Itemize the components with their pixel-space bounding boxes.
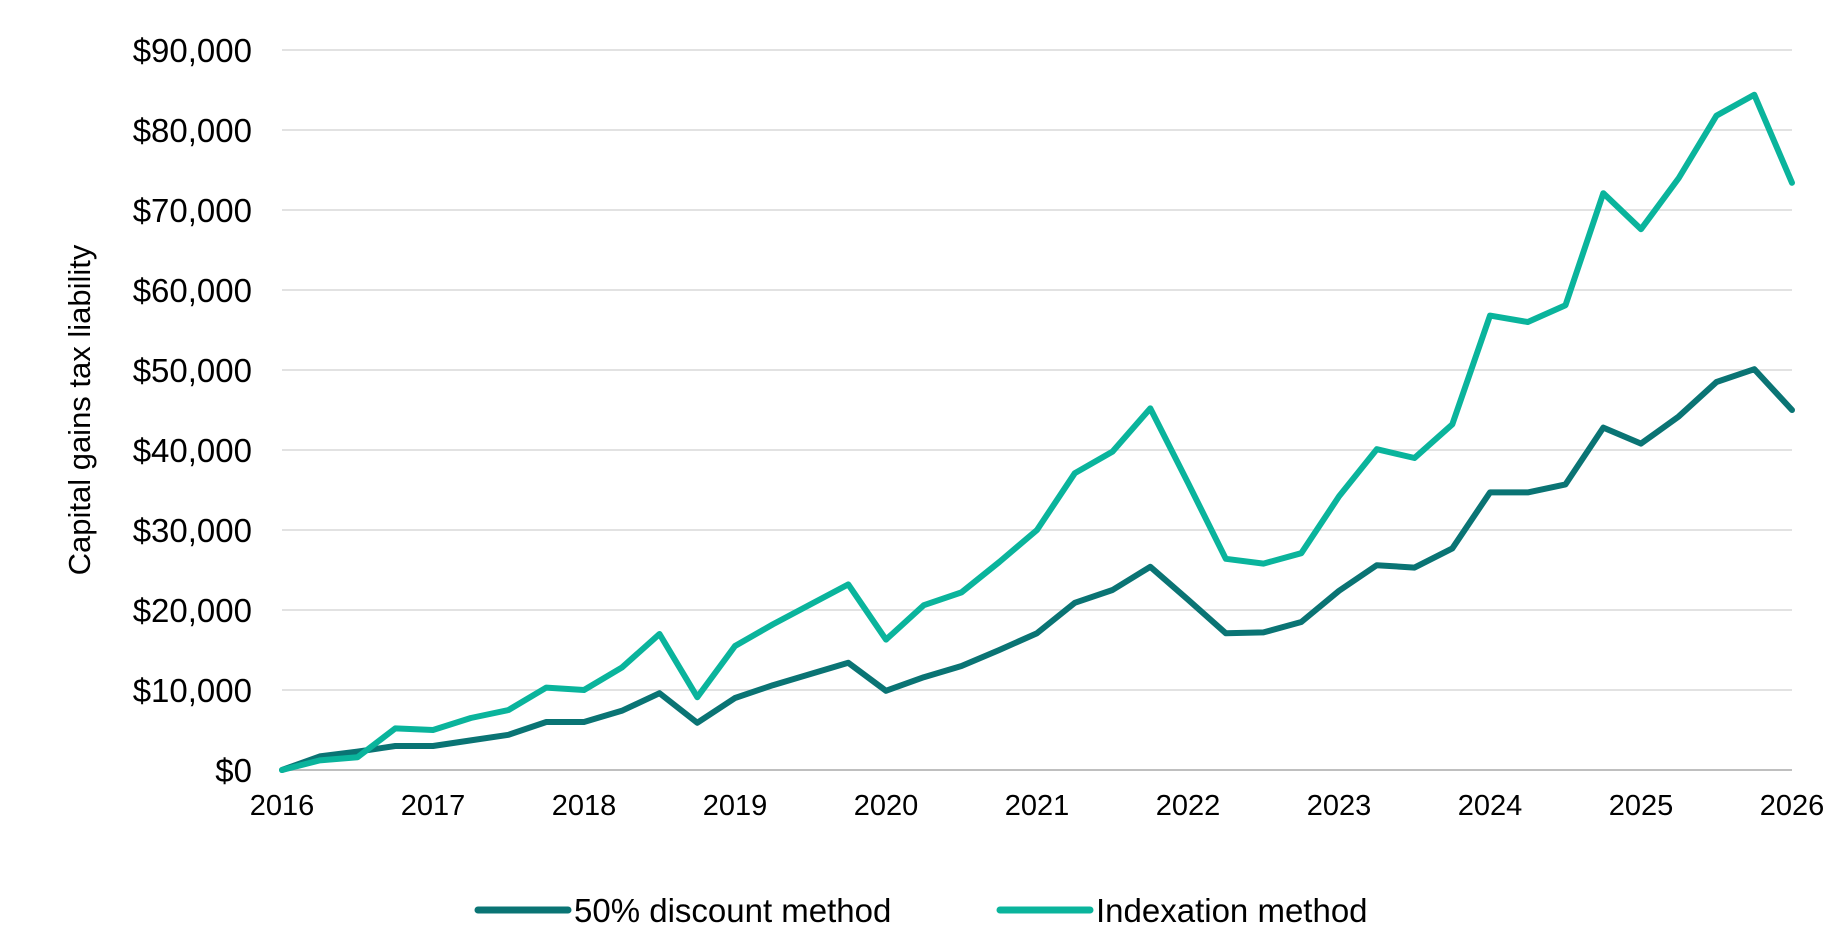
x-tick-label: 2023 (1307, 790, 1372, 822)
y-tick-label: $90,000 (133, 32, 252, 69)
x-tick-label: 2020 (854, 790, 919, 822)
series-lines (279, 91, 1795, 773)
y-tick-label: $30,000 (133, 512, 252, 549)
x-tick-label: 2017 (401, 790, 466, 822)
y-tick-label: $10,000 (133, 672, 252, 709)
legend: 50% discount method Indexation method (474, 892, 1368, 929)
x-tick-label: 2024 (1458, 790, 1523, 822)
x-tick-label: 2021 (1005, 790, 1070, 822)
y-tick-label: $40,000 (133, 432, 252, 469)
x-tick-label: 2022 (1156, 790, 1221, 822)
y-tick-label: $80,000 (133, 112, 252, 149)
x-axis-ticks: 2016 2017 2018 2019 2020 2021 2022 2023 2024 2025… (250, 790, 1825, 822)
y-axis-label: Capital gains tax liability (62, 244, 97, 575)
x-tick-label: 2025 (1609, 790, 1674, 822)
series-line-indexation-method (279, 91, 1795, 773)
grid-lines (282, 49, 1792, 771)
y-tick-label: $50,000 (133, 352, 252, 389)
y-tick-label: $60,000 (133, 272, 252, 309)
y-tick-label: $20,000 (133, 592, 252, 629)
x-tick-label: 2018 (552, 790, 617, 822)
y-tick-label: $0 (215, 752, 252, 789)
x-tick-label: 2026 (1760, 790, 1825, 822)
x-tick-label: 2016 (250, 790, 315, 822)
legend-label: 50% discount method (574, 892, 891, 929)
x-tick-label: 2019 (703, 790, 768, 822)
y-tick-label: $70,000 (133, 192, 252, 229)
series-line-discount-method (279, 366, 1795, 773)
y-axis-ticks: $0 $10,000 $20,000 $30,000 $40,000 $50,000 $60… (133, 32, 252, 789)
legend-label: Indexation method (1096, 892, 1368, 929)
